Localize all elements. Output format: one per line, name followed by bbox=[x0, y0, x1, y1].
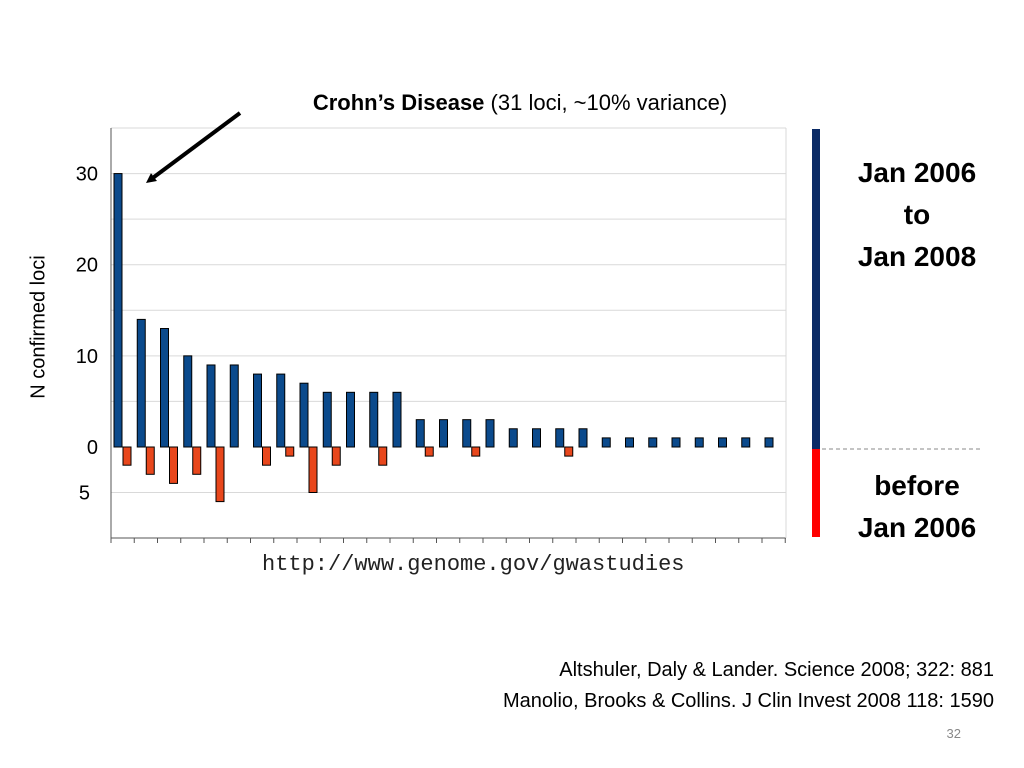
bar-recent-12 bbox=[369, 391, 379, 448]
bar-recent-20 bbox=[555, 428, 565, 448]
period-label-old: before Jan 2006 bbox=[837, 465, 997, 549]
bar-recent-7 bbox=[253, 373, 262, 448]
bar-recent-23 bbox=[625, 437, 634, 448]
bar-before-9 bbox=[308, 446, 318, 493]
bar-before-7 bbox=[262, 446, 271, 466]
bar-recent-15 bbox=[439, 419, 448, 448]
period-new-line-2: to bbox=[903, 199, 931, 230]
bar-before-2 bbox=[145, 446, 155, 475]
bar-recent-2 bbox=[136, 318, 146, 448]
source-url[interactable]: http://www.genome.gov/gwastudies bbox=[262, 552, 685, 577]
period-new-line-3: Jan 2008 bbox=[857, 241, 977, 272]
period-old-line-1: before bbox=[874, 470, 960, 501]
bar-recent-22 bbox=[601, 437, 611, 448]
bar-recent-25 bbox=[671, 437, 681, 448]
bar-before-4 bbox=[192, 446, 202, 475]
y-tick-label: 5 bbox=[79, 483, 90, 505]
bar-recent-28 bbox=[741, 437, 751, 448]
citation-2: Manolio, Brooks & Collins. J Clin Invest… bbox=[502, 690, 994, 712]
citations: Altshuler, Daly & Lander. Science 2008; … bbox=[503, 655, 994, 717]
bar-before-8 bbox=[285, 446, 295, 457]
bar-recent-13 bbox=[392, 391, 402, 448]
bars bbox=[113, 173, 774, 503]
bar-recent-19 bbox=[532, 428, 541, 448]
period-old-line-2: Jan 2006 bbox=[857, 512, 977, 543]
y-axis-label: N confirmed loci bbox=[27, 255, 50, 399]
bar-recent-24 bbox=[648, 437, 658, 448]
citation-1: Altshuler, Daly & Lander. Science 2008; … bbox=[559, 659, 994, 681]
annotation-arrow bbox=[145, 111, 242, 183]
bar-before-1 bbox=[122, 446, 132, 466]
bar-recent-5 bbox=[206, 364, 216, 448]
bar-recent-17 bbox=[485, 419, 495, 448]
y-tick-label: 0 bbox=[87, 437, 98, 459]
bar-recent-16 bbox=[462, 419, 472, 448]
bar-before-12 bbox=[378, 446, 388, 466]
bar-recent-27 bbox=[718, 437, 727, 448]
bar-recent-18 bbox=[508, 428, 518, 448]
bar-recent-11 bbox=[346, 391, 355, 448]
page-number: 32 bbox=[946, 726, 961, 741]
bar-before-3 bbox=[169, 446, 178, 484]
bar-before-20 bbox=[564, 446, 574, 457]
bar-recent-9 bbox=[299, 382, 309, 448]
bar-recent-6 bbox=[229, 364, 239, 448]
bar-recent-21 bbox=[578, 428, 588, 448]
bar-recent-26 bbox=[694, 437, 704, 448]
bar-recent-3 bbox=[160, 328, 169, 448]
bar-recent-8 bbox=[276, 373, 286, 448]
chart-title-details: (31 loci, ~10% variance) bbox=[484, 90, 728, 115]
bar-before-16 bbox=[471, 446, 481, 457]
period-label-new: Jan 2006 to Jan 2008 bbox=[837, 152, 997, 278]
y-tick-label: 20 bbox=[76, 255, 98, 277]
bar-recent-1 bbox=[113, 173, 123, 448]
period-new-line-1: Jan 2006 bbox=[857, 157, 977, 188]
bar-recent-14 bbox=[415, 419, 425, 448]
grid bbox=[111, 127, 786, 539]
chart-title: Crohn’s Disease (31 loci, ~10% variance) bbox=[230, 90, 810, 116]
chart-title-disease: Crohn’s Disease bbox=[312, 90, 485, 115]
y-tick-label: 30 bbox=[76, 164, 98, 186]
axes bbox=[110, 128, 787, 543]
bar-before-14 bbox=[424, 446, 434, 457]
bar-recent-29 bbox=[764, 437, 774, 448]
y-tick-labels: 0 10 20 30 5 bbox=[76, 164, 98, 505]
bar-before-5 bbox=[215, 446, 225, 503]
bar-before-10 bbox=[331, 446, 341, 466]
bar-recent-4 bbox=[183, 355, 193, 448]
y-tick-label: 10 bbox=[76, 346, 98, 368]
bar-recent-10 bbox=[322, 391, 332, 448]
